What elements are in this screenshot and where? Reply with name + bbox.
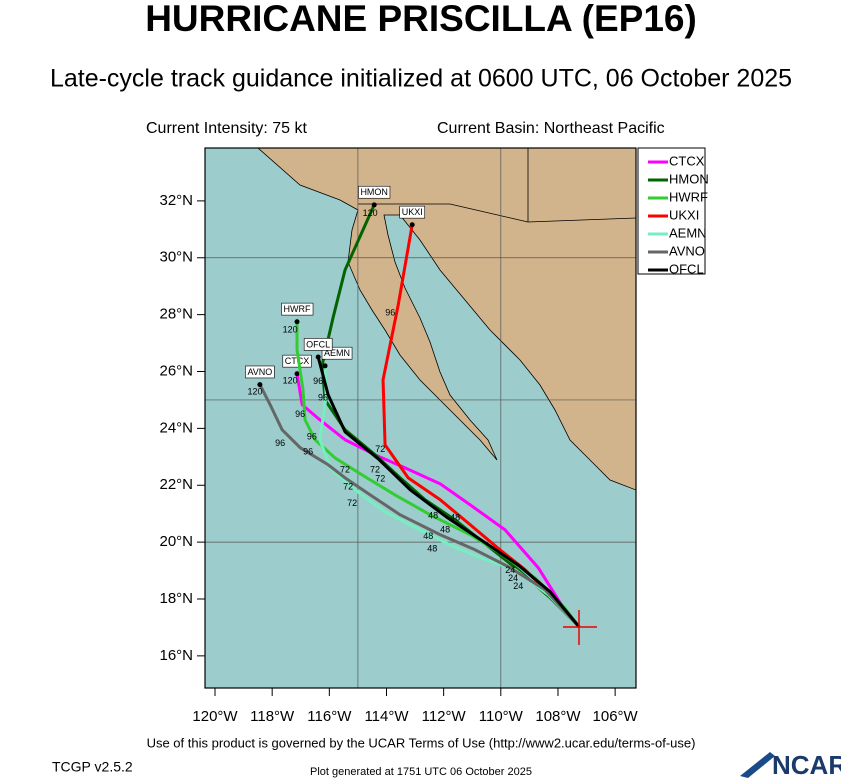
- track-line: [316, 356, 581, 628]
- track-end: [409, 222, 415, 228]
- track-end: [322, 363, 328, 369]
- hour-label: 48: [428, 510, 438, 520]
- logo: NCAR: [772, 750, 841, 780]
- legend-label: AVNO: [669, 243, 705, 258]
- track-name: UKXI: [402, 207, 423, 217]
- y-tick-label: 26°N: [159, 362, 193, 379]
- hour-label: 48: [423, 531, 433, 541]
- track-name: HMON: [360, 187, 388, 197]
- hour-label: 48: [440, 524, 450, 534]
- hour-label: 72: [343, 481, 353, 491]
- x-tick-label: 106°W: [593, 708, 639, 725]
- track-name: AEMN: [324, 348, 350, 358]
- x-tick-label: 116°W: [307, 708, 352, 725]
- hour-label: 96: [307, 431, 317, 441]
- x-tick-label: 118°W: [250, 708, 295, 725]
- hour-label: 24: [505, 565, 515, 575]
- legend-label: HMON: [669, 171, 709, 186]
- track-end: [294, 371, 300, 377]
- hour-label: 72: [375, 473, 385, 483]
- track-name-box: [245, 365, 275, 379]
- storm-marker: [563, 610, 597, 645]
- legend-label: HWRF: [669, 189, 708, 204]
- hour-label: 72: [370, 464, 380, 474]
- track-end: [257, 382, 263, 388]
- hour-label: 96: [303, 446, 313, 456]
- y-tick-label: 32°N: [159, 192, 193, 209]
- hour-label: 120: [248, 386, 263, 396]
- track-line: [295, 373, 581, 628]
- border: [358, 203, 636, 223]
- version: TCGP v2.5.2: [52, 759, 133, 775]
- y-tick-label: 18°N: [159, 590, 193, 607]
- hour-label: 24: [508, 573, 518, 583]
- hour-label: 120: [283, 324, 298, 334]
- track-end: [294, 319, 300, 325]
- x-tick-label: 114°W: [364, 708, 409, 725]
- track-end: [371, 202, 377, 208]
- legend-label: CTCX: [669, 153, 705, 168]
- logo-mark: [740, 752, 775, 778]
- hour-label: 72: [375, 444, 385, 454]
- y-tick-label: 28°N: [159, 306, 193, 323]
- y-tick-label: 16°N: [159, 647, 193, 664]
- hour-label: 96: [385, 307, 395, 317]
- track-name: HWRF: [284, 304, 311, 314]
- track-name-box: [399, 205, 426, 219]
- hour-label: 72: [340, 464, 350, 474]
- track-name-box: [358, 185, 391, 199]
- hour-label: 96: [295, 409, 305, 419]
- land-mass: [257, 148, 636, 491]
- hour-label: 120: [283, 375, 298, 385]
- intensity: Current Intensity: 75 kt: [146, 120, 308, 137]
- x-tick-label: 112°W: [422, 708, 467, 725]
- legend: [637, 147, 706, 275]
- x-tick-label: 108°W: [535, 708, 581, 725]
- basin: Current Basin: Northeast Pacific: [437, 120, 665, 137]
- legend-label: UKXI: [669, 207, 699, 222]
- track-name: OFCL: [306, 339, 330, 349]
- track-name-box: [303, 338, 333, 351]
- y-tick-label: 24°N: [159, 419, 193, 436]
- title: HURRICANE PRISCILLA (EP16): [145, 0, 697, 39]
- subtitle: Late-cycle track guidance initialized at…: [50, 65, 792, 93]
- hour-label: 48: [427, 543, 437, 553]
- legend-label: OFCL: [669, 261, 704, 276]
- plot-frame: [204, 147, 637, 689]
- track-end: [315, 354, 321, 360]
- hour-label: 24: [513, 581, 523, 591]
- y-tick-label: 30°N: [159, 249, 193, 266]
- x-tick-label: 110°W: [479, 708, 524, 725]
- hour-label: 96: [313, 376, 323, 386]
- y-tick-label: 22°N: [159, 476, 193, 493]
- generated: Plot generated at 1751 UTC 06 October 20…: [310, 766, 532, 778]
- land: [257, 148, 636, 491]
- track-name-box: [281, 302, 314, 316]
- hour-label: 96: [275, 438, 285, 448]
- track-name: AVNO: [247, 367, 272, 377]
- x-tick-label: 120°W: [192, 708, 238, 725]
- hour-label: 120: [363, 208, 378, 218]
- hour-label: 96: [318, 392, 328, 402]
- y-tick-label: 20°N: [159, 533, 193, 550]
- track-name: CTCX: [285, 356, 310, 366]
- track-line: [258, 383, 581, 628]
- terms: Use of this product is governed by the U…: [147, 735, 696, 750]
- legend-label: AEMN: [669, 225, 707, 240]
- hour-label: 72: [347, 498, 357, 508]
- hour-label: 48: [450, 512, 460, 522]
